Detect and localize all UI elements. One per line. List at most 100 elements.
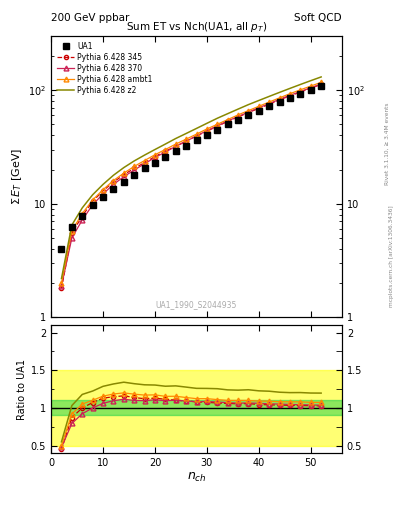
Y-axis label: Ratio to UA1: Ratio to UA1 — [17, 358, 27, 420]
Pythia 6.428 ambt1 — [194, 131, 199, 137]
Pythia 6.428 ambt1 — [163, 146, 168, 153]
Pythia 6.428 345 — [298, 89, 303, 95]
Pythia 6.428 345 — [184, 138, 189, 144]
Pythia 6.428 370 — [70, 235, 74, 241]
UA1 — [142, 165, 147, 172]
Text: 200 GeV ppbar: 200 GeV ppbar — [51, 13, 129, 23]
UA1 — [204, 132, 209, 138]
Pythia 6.428 370 — [236, 114, 241, 120]
Pythia 6.428 370 — [288, 92, 292, 98]
Pythia 6.428 345 — [246, 110, 251, 116]
Pythia 6.428 345 — [215, 123, 220, 130]
Pythia 6.428 z2 — [90, 191, 95, 198]
UA1 — [215, 126, 220, 133]
Pythia 6.428 370 — [152, 155, 157, 161]
UA1 — [90, 202, 95, 208]
Bar — [51, 370, 342, 445]
Pythia 6.428 370 — [59, 283, 64, 289]
UA1 — [194, 137, 199, 143]
Line: UA1: UA1 — [58, 83, 324, 252]
Pythia 6.428 370 — [184, 138, 189, 144]
UA1 — [111, 186, 116, 192]
Pythia 6.428 370 — [142, 161, 147, 167]
Title: Sum ET vs Nch(UA1, all $p_T$): Sum ET vs Nch(UA1, all $p_T$) — [126, 20, 267, 34]
X-axis label: $n_{ch}$: $n_{ch}$ — [187, 471, 206, 484]
Pythia 6.428 z2 — [173, 136, 178, 142]
Pythia 6.428 ambt1 — [173, 141, 178, 147]
Pythia 6.428 370 — [298, 89, 303, 95]
Pythia 6.428 345 — [152, 154, 157, 160]
Pythia 6.428 370 — [319, 81, 323, 87]
Pythia 6.428 z2 — [142, 152, 147, 158]
Pythia 6.428 370 — [90, 202, 95, 208]
Pythia 6.428 ambt1 — [267, 99, 272, 105]
Pythia 6.428 345 — [142, 160, 147, 166]
Text: Soft QCD: Soft QCD — [294, 13, 342, 23]
Pythia 6.428 z2 — [70, 222, 74, 228]
Text: UA1_1990_S2044935: UA1_1990_S2044935 — [156, 300, 237, 309]
Pythia 6.428 z2 — [309, 78, 313, 84]
Pythia 6.428 370 — [111, 181, 116, 187]
Pythia 6.428 z2 — [225, 111, 230, 117]
Pythia 6.428 z2 — [204, 120, 209, 126]
Text: mcplots.cern.ch [arXiv:1306.3436]: mcplots.cern.ch [arXiv:1306.3436] — [389, 205, 393, 307]
UA1 — [257, 108, 261, 114]
Pythia 6.428 ambt1 — [277, 95, 282, 101]
Pythia 6.428 ambt1 — [152, 152, 157, 158]
Pythia 6.428 345 — [267, 101, 272, 108]
Pythia 6.428 345 — [80, 213, 84, 219]
Y-axis label: $\Sigma\,E_T$ [GeV]: $\Sigma\,E_T$ [GeV] — [10, 148, 24, 205]
Line: Pythia 6.428 370: Pythia 6.428 370 — [59, 81, 323, 288]
Pythia 6.428 370 — [132, 167, 136, 173]
Pythia 6.428 345 — [59, 285, 64, 291]
Pythia 6.428 345 — [121, 172, 126, 178]
Pythia 6.428 370 — [173, 143, 178, 150]
UA1 — [173, 148, 178, 154]
Pythia 6.428 370 — [121, 174, 126, 180]
Pythia 6.428 z2 — [288, 86, 292, 92]
Pythia 6.428 z2 — [267, 93, 272, 99]
Pythia 6.428 ambt1 — [184, 136, 189, 142]
Line: Pythia 6.428 345: Pythia 6.428 345 — [59, 82, 323, 290]
Pythia 6.428 z2 — [163, 141, 168, 147]
Pythia 6.428 z2 — [215, 115, 220, 121]
Pythia 6.428 ambt1 — [319, 79, 323, 86]
Pythia 6.428 345 — [163, 148, 168, 154]
Pythia 6.428 z2 — [277, 89, 282, 95]
Pythia 6.428 ambt1 — [80, 210, 84, 217]
UA1 — [152, 160, 157, 166]
Pythia 6.428 345 — [70, 230, 74, 237]
Pythia 6.428 345 — [194, 133, 199, 139]
Legend: UA1, Pythia 6.428 345, Pythia 6.428 370, Pythia 6.428 ambt1, Pythia 6.428 z2: UA1, Pythia 6.428 345, Pythia 6.428 370,… — [55, 39, 155, 97]
Pythia 6.428 345 — [257, 105, 261, 112]
Pythia 6.428 345 — [173, 143, 178, 150]
UA1 — [80, 213, 84, 219]
Pythia 6.428 ambt1 — [309, 83, 313, 89]
Pythia 6.428 370 — [194, 133, 199, 139]
Pythia 6.428 345 — [236, 114, 241, 120]
UA1 — [225, 121, 230, 127]
Pythia 6.428 z2 — [298, 81, 303, 88]
Pythia 6.428 ambt1 — [101, 186, 105, 193]
Pythia 6.428 370 — [80, 217, 84, 223]
Pythia 6.428 370 — [309, 84, 313, 91]
Pythia 6.428 370 — [277, 96, 282, 102]
UA1 — [132, 172, 136, 178]
UA1 — [184, 142, 189, 148]
Pythia 6.428 ambt1 — [246, 108, 251, 114]
Pythia 6.428 ambt1 — [257, 103, 261, 110]
Pythia 6.428 345 — [111, 179, 116, 185]
Pythia 6.428 z2 — [132, 158, 136, 164]
Pythia 6.428 370 — [163, 149, 168, 155]
Pythia 6.428 ambt1 — [90, 197, 95, 203]
Pythia 6.428 z2 — [257, 97, 261, 103]
UA1 — [277, 99, 282, 105]
Pythia 6.428 345 — [319, 81, 323, 88]
Pythia 6.428 345 — [225, 118, 230, 124]
Pythia 6.428 370 — [246, 109, 251, 115]
Pythia 6.428 ambt1 — [288, 91, 292, 97]
Pythia 6.428 370 — [101, 191, 105, 197]
Pythia 6.428 370 — [267, 100, 272, 106]
Pythia 6.428 345 — [90, 198, 95, 204]
Pythia 6.428 z2 — [184, 131, 189, 137]
